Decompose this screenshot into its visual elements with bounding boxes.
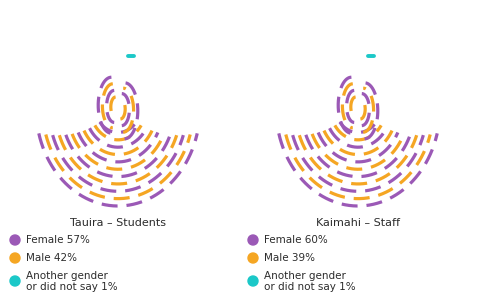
Circle shape xyxy=(248,276,258,286)
Circle shape xyxy=(10,235,20,245)
Circle shape xyxy=(248,235,258,245)
Text: or did not say 1%: or did not say 1% xyxy=(26,282,118,292)
Text: Female 57%: Female 57% xyxy=(26,235,90,245)
Text: Another gender: Another gender xyxy=(264,271,346,281)
Circle shape xyxy=(248,253,258,263)
Text: Kaimahi – Staff: Kaimahi – Staff xyxy=(316,218,400,228)
Text: or did not say 1%: or did not say 1% xyxy=(264,282,356,292)
Text: Another gender: Another gender xyxy=(26,271,108,281)
Text: Female 60%: Female 60% xyxy=(264,235,328,245)
Text: Male 42%: Male 42% xyxy=(26,253,77,263)
Circle shape xyxy=(10,253,20,263)
Circle shape xyxy=(10,276,20,286)
Text: Tauira – Students: Tauira – Students xyxy=(70,218,166,228)
Text: Male 39%: Male 39% xyxy=(264,253,315,263)
